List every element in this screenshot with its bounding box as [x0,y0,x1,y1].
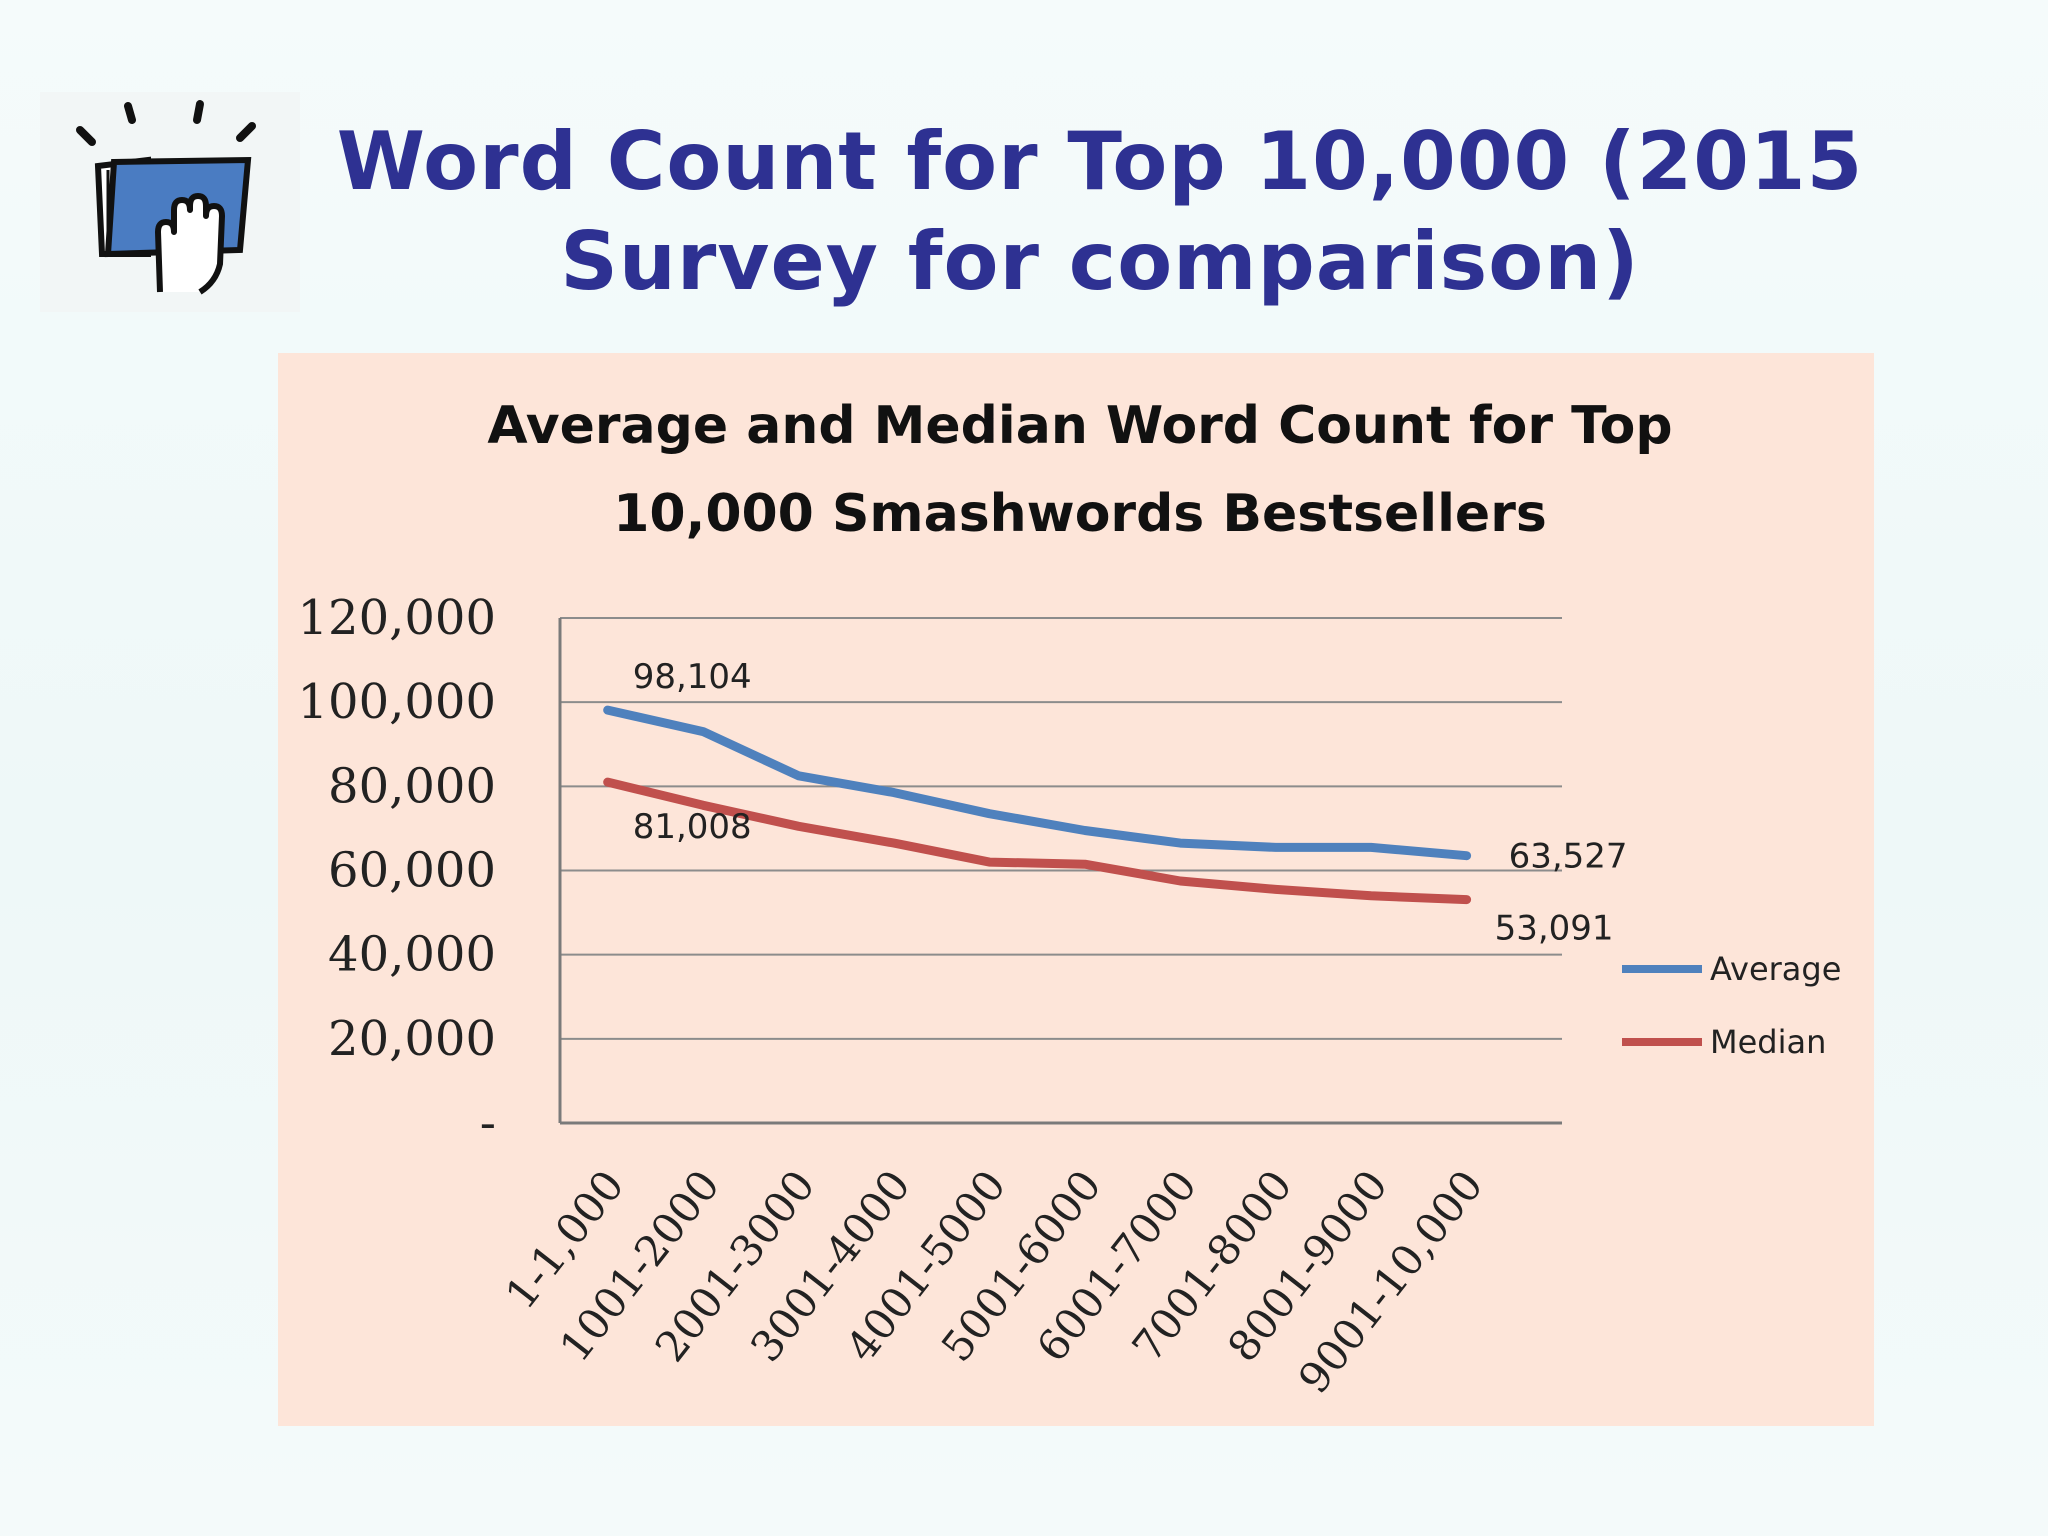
data-label: 81,008 [633,807,752,847]
chart-title-line: 10,000 Smashwords Bestsellers [613,484,1547,544]
y-tick-label: - [480,1095,496,1151]
series-line-median [603,777,1472,905]
chart-panel: Average and Median Word Count for Top 10,… [278,353,1874,1426]
y-tick-label: 20,000 [328,1011,496,1067]
hand-on-book-icon [40,92,300,312]
data-label: 63,527 [1509,837,1628,877]
data-label: 53,091 [1495,909,1614,949]
y-tick-label: 100,000 [298,674,497,730]
chart-title-line: Average and Median Word Count for Top [487,396,1672,456]
y-tick-label: 40,000 [328,927,496,983]
slide-title: Word Count for Top 10,000 (2015 Survey f… [336,115,1864,308]
y-tick-label: 60,000 [328,843,496,899]
y-tick-label: 80,000 [328,758,496,814]
legend-label: Average [1710,950,1841,988]
series-line-average [603,705,1472,861]
data-label: 98,104 [633,657,752,697]
y-tick-label: 120,000 [298,590,497,646]
line-chart: Average and Median Word Count for Top 10,… [298,396,1842,1402]
legend-label: Median [1710,1023,1826,1061]
